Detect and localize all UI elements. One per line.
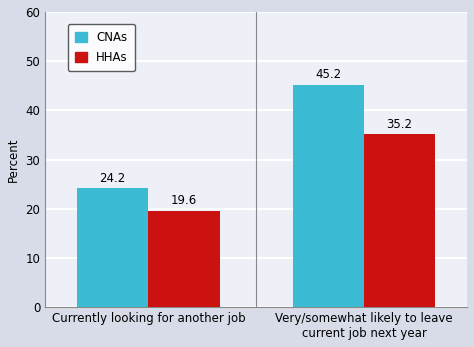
- Legend: CNAs, HHAs: CNAs, HHAs: [68, 24, 135, 71]
- Text: 35.2: 35.2: [387, 118, 412, 130]
- Text: 19.6: 19.6: [171, 194, 197, 207]
- Text: 24.2: 24.2: [100, 172, 126, 185]
- Y-axis label: Percent: Percent: [7, 137, 20, 182]
- Bar: [293, 85, 364, 307]
- Bar: [364, 134, 435, 307]
- Text: 45.2: 45.2: [315, 68, 341, 81]
- Bar: [148, 211, 219, 307]
- Bar: [77, 188, 148, 307]
